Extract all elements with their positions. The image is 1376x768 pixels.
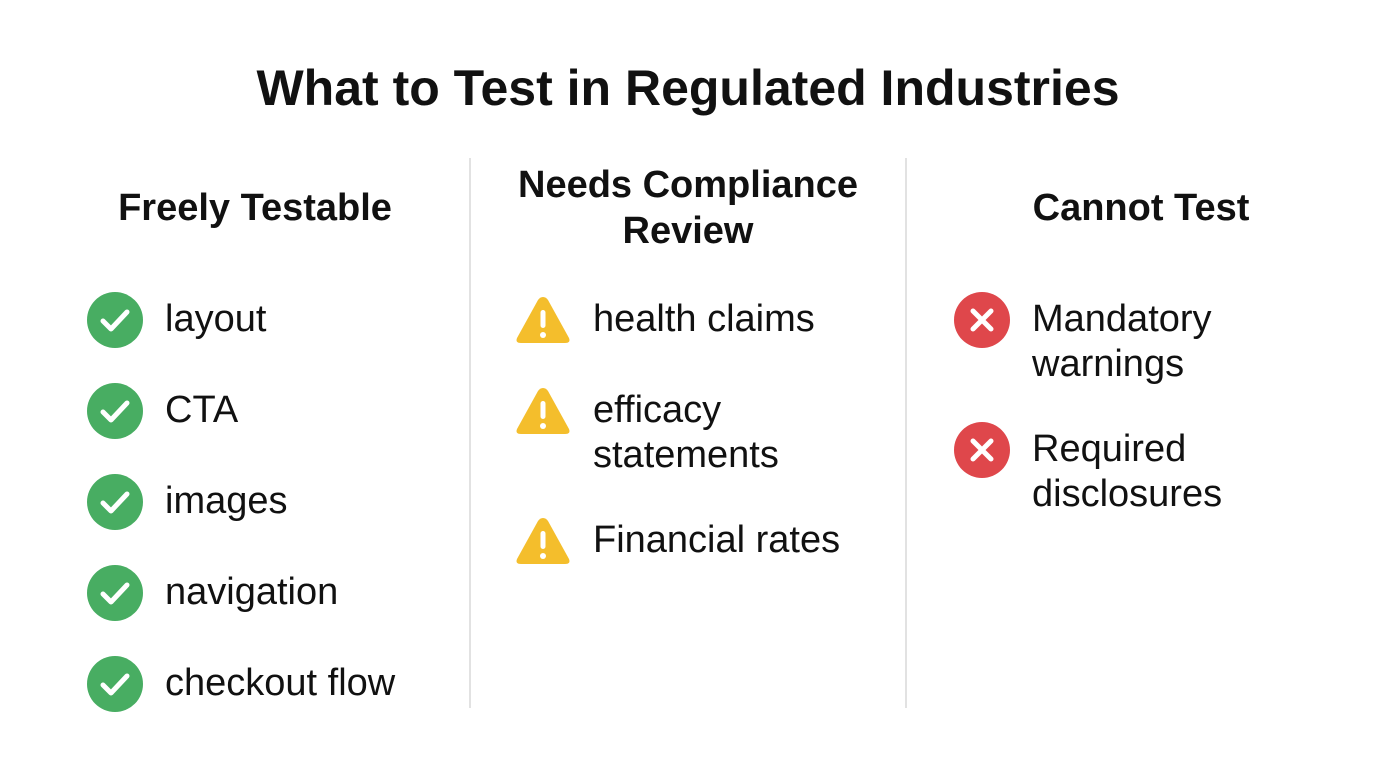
- list-item: images: [87, 474, 470, 530]
- item-text: images: [165, 480, 288, 522]
- item-text: Required disclosures: [1032, 428, 1223, 515]
- cross-icon: [954, 422, 1010, 478]
- item-list: health claims efficacy statements Financia…: [490, 297, 886, 569]
- check-icon: [87, 292, 143, 348]
- check-icon: [87, 565, 143, 621]
- list-item: CTA: [87, 383, 470, 439]
- check-icon: [87, 383, 143, 439]
- column: Cannot Test Mandatory warnings Required d…: [926, 158, 1356, 557]
- item-text: health claims: [593, 298, 815, 340]
- column-heading: Freely Testable: [118, 187, 392, 229]
- cross-icon: [954, 292, 1010, 348]
- list-item: health claims: [515, 297, 886, 348]
- column-heading: Cannot Test: [1032, 187, 1250, 229]
- title: What to Test in Regulated Industries: [256, 60, 1120, 116]
- column: Freely Testable layout CTA images navigatio…: [40, 158, 470, 752]
- list-item: Mandatory warnings: [954, 292, 1254, 387]
- item-text: CTA: [165, 389, 239, 431]
- list-item: Financial rates: [515, 518, 886, 569]
- item-list: layout CTA images navigation checkout flow: [40, 292, 470, 712]
- list-item: efficacy statements: [515, 388, 886, 478]
- warning-icon: [516, 297, 570, 343]
- list-item: navigation: [87, 565, 470, 621]
- column-heading: Needs Compliance Review: [518, 164, 858, 252]
- item-text: Mandatory warnings: [1032, 298, 1212, 385]
- column: Needs Compliance Review health claims eff…: [490, 158, 886, 609]
- item-text: layout: [165, 298, 267, 340]
- item-text: navigation: [165, 571, 339, 613]
- item-text: checkout flow: [165, 662, 396, 704]
- check-icon: [87, 474, 143, 530]
- item-text: efficacy statements: [593, 389, 779, 476]
- warning-icon: [516, 518, 570, 564]
- divider: [469, 158, 471, 708]
- divider: [905, 158, 907, 708]
- check-icon: [87, 656, 143, 712]
- item-list: Mandatory warnings Required disclosures: [926, 292, 1254, 517]
- list-item: Required disclosures: [954, 422, 1254, 517]
- warning-icon: [516, 388, 570, 434]
- list-item: checkout flow: [87, 656, 470, 712]
- list-item: layout: [87, 292, 470, 348]
- item-text: Financial rates: [593, 519, 841, 561]
